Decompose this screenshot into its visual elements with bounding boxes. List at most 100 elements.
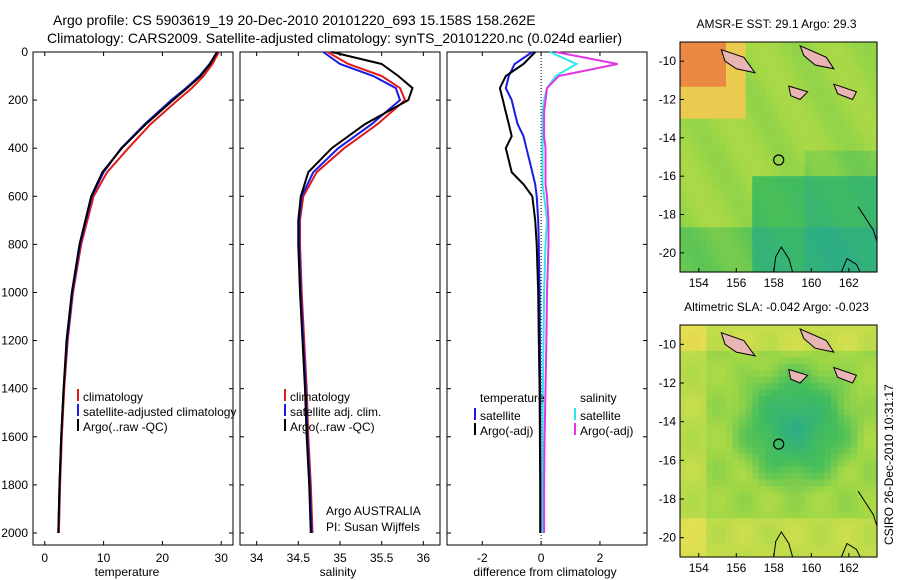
map-cell bbox=[725, 383, 734, 391]
map-cell bbox=[712, 395, 720, 403]
map-cell bbox=[765, 42, 773, 49]
map-cell bbox=[758, 499, 766, 507]
map-cell bbox=[686, 492, 694, 500]
map-cell bbox=[725, 80, 734, 88]
map-cell bbox=[771, 544, 780, 552]
map-cell bbox=[732, 73, 740, 81]
map-cell bbox=[857, 61, 865, 69]
map-cell bbox=[758, 421, 766, 429]
map-cell bbox=[765, 492, 773, 500]
map-cell bbox=[725, 408, 734, 416]
map-cell bbox=[870, 408, 878, 416]
map-cell bbox=[817, 42, 826, 49]
map-cell bbox=[771, 531, 780, 539]
map-cell bbox=[706, 188, 714, 196]
map-cell bbox=[752, 73, 760, 81]
map-cell bbox=[778, 48, 786, 56]
map-cell bbox=[824, 395, 832, 403]
map-cell bbox=[778, 344, 786, 352]
map-cell bbox=[739, 376, 747, 384]
map-cell bbox=[785, 144, 793, 152]
map-cell bbox=[739, 48, 747, 56]
map-cell bbox=[870, 337, 878, 345]
map-cell bbox=[791, 325, 799, 333]
map-cell bbox=[817, 208, 826, 216]
map-cell bbox=[739, 246, 747, 254]
map-cell bbox=[706, 93, 714, 101]
map-cell bbox=[699, 131, 707, 139]
map-cell bbox=[824, 188, 832, 196]
map-cell bbox=[771, 67, 780, 75]
map-cell bbox=[719, 182, 727, 190]
map-cell bbox=[765, 150, 773, 158]
map-cell bbox=[680, 125, 688, 133]
map-cell bbox=[798, 54, 806, 62]
map-cell bbox=[850, 42, 858, 49]
map-cell bbox=[811, 67, 819, 75]
map-cell bbox=[824, 537, 832, 545]
x-tick-label: 158 bbox=[764, 276, 784, 290]
map-cell bbox=[739, 93, 747, 101]
map-cell bbox=[870, 233, 878, 241]
map-cell bbox=[765, 54, 773, 62]
map-cell bbox=[719, 86, 727, 94]
map-cell bbox=[745, 252, 753, 260]
legend-label: Argo(-adj) bbox=[580, 424, 633, 438]
map-cell bbox=[850, 246, 858, 254]
map-cell bbox=[693, 344, 701, 352]
map-cell bbox=[739, 479, 747, 487]
map-cell bbox=[817, 118, 826, 126]
map-cell bbox=[837, 473, 845, 481]
x-tick-label: 34.5 bbox=[287, 551, 311, 565]
map-cell bbox=[785, 227, 793, 235]
map-cell bbox=[699, 441, 707, 449]
map-cell bbox=[778, 131, 786, 139]
map-cell bbox=[699, 337, 707, 345]
map-cell bbox=[739, 125, 747, 133]
map-cell bbox=[857, 105, 865, 113]
map-cell bbox=[850, 511, 858, 519]
map-cell bbox=[693, 208, 701, 216]
map-cell bbox=[857, 486, 865, 494]
map-cell bbox=[844, 201, 852, 209]
map-cell bbox=[817, 434, 826, 442]
map-cell bbox=[680, 550, 688, 558]
map-cell bbox=[706, 325, 714, 333]
map-cell bbox=[870, 415, 878, 423]
map-cell bbox=[831, 125, 839, 133]
map-cell bbox=[857, 370, 865, 378]
y-tick-label: 1000 bbox=[1, 285, 28, 299]
map-cell bbox=[752, 169, 760, 177]
map-cell bbox=[765, 453, 773, 461]
map-cell bbox=[831, 337, 839, 345]
map-cell bbox=[765, 370, 773, 378]
map-cell bbox=[725, 195, 734, 203]
map-cell bbox=[824, 201, 832, 209]
map-cell bbox=[765, 395, 773, 403]
map-cell bbox=[804, 524, 812, 532]
map-cell bbox=[785, 453, 793, 461]
map-cell bbox=[758, 208, 766, 216]
map-cell bbox=[785, 473, 793, 481]
map-cell bbox=[693, 499, 701, 507]
map-cell bbox=[844, 402, 852, 410]
map-cell bbox=[725, 163, 734, 171]
map-cell bbox=[863, 531, 872, 539]
map-cell bbox=[680, 150, 688, 158]
map-cell bbox=[870, 93, 878, 101]
map-cell bbox=[752, 447, 760, 455]
map-cell bbox=[745, 537, 753, 545]
map-cell bbox=[850, 176, 858, 184]
map-cell bbox=[758, 144, 766, 152]
plot-frame bbox=[239, 51, 441, 546]
map-cell bbox=[870, 486, 878, 494]
map-cell bbox=[719, 112, 727, 120]
map-cell bbox=[699, 344, 707, 352]
map-cell bbox=[725, 144, 734, 152]
map-cell bbox=[693, 370, 701, 378]
map-cell bbox=[686, 537, 694, 545]
map-cell bbox=[804, 61, 812, 69]
map-cell bbox=[680, 73, 688, 81]
map-cell bbox=[752, 259, 760, 267]
map-cell bbox=[745, 511, 753, 519]
